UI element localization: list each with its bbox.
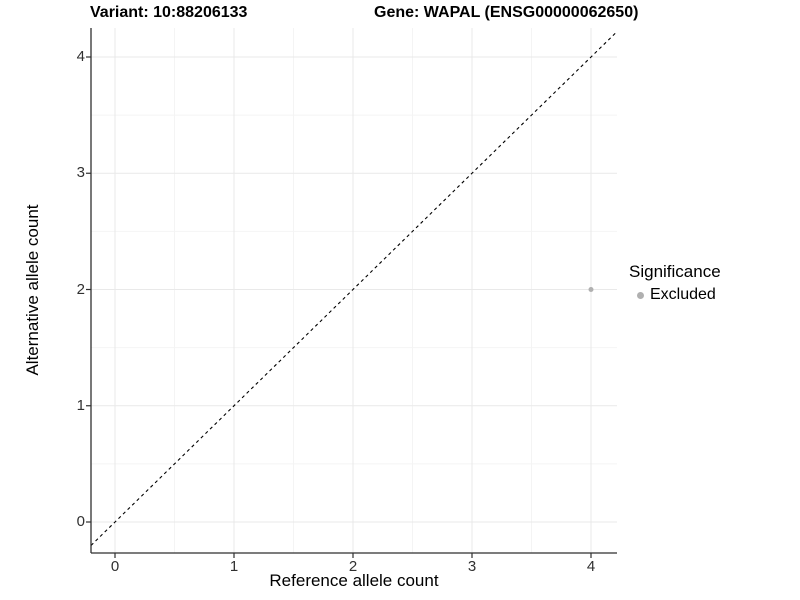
legend-title: Significance: [629, 262, 721, 281]
legend-item-label: Excluded: [650, 286, 716, 303]
excluded-dot-icon: [637, 291, 644, 299]
data-point: [588, 287, 594, 292]
y-tick-label: 1: [76, 396, 85, 414]
gene-title: Gene: WAPAL (ENSG00000062650): [374, 4, 639, 21]
x-tick-label: 1: [229, 558, 239, 575]
y-tick-label: 3: [76, 164, 85, 182]
x-tick-label: 0: [110, 558, 120, 575]
y-axis-title: Alternative allele count: [23, 204, 42, 376]
x-tick-label: 4: [586, 558, 596, 575]
identity-dashed-line: [90, 31, 618, 546]
y-tick-label: 4: [76, 48, 85, 65]
legend: Significance Excluded: [629, 262, 721, 304]
x-axis-title: Reference allele count: [269, 571, 439, 590]
y-tick-label: 2: [76, 280, 85, 298]
x-tick-label: 3: [467, 558, 477, 575]
variant-title: Variant: 10:88206133: [90, 4, 248, 21]
x-tick-label: 2: [348, 558, 358, 575]
legend-item-excluded: Excluded: [629, 286, 721, 304]
y-tick-label: 0: [76, 513, 85, 530]
